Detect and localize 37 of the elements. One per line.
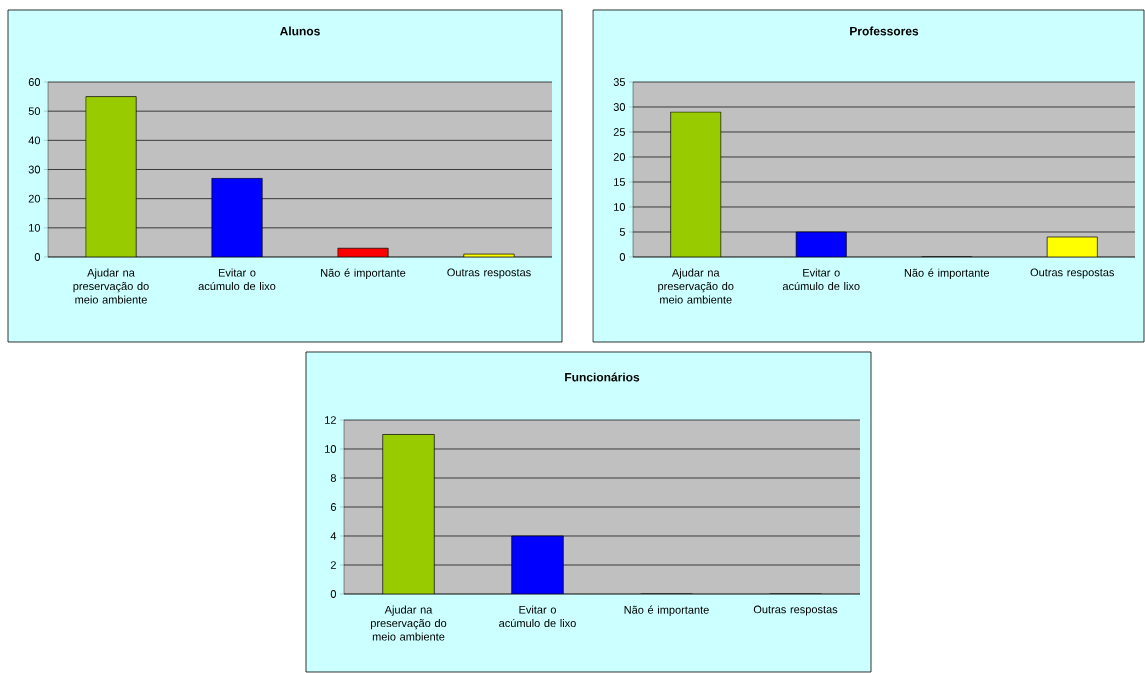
x-tick-label: Outras respostas [753, 605, 838, 616]
y-tick-label: 5 [619, 228, 625, 236]
y-tick-label: 10 [614, 203, 626, 211]
y-tick-label: 4 [330, 532, 337, 540]
y-tick-label: 50 [28, 107, 41, 116]
y-tick-label: 0 [330, 590, 337, 598]
y-tick-label: 15 [614, 178, 625, 186]
y-tick-label: 6 [330, 503, 336, 511]
y-tick-label: 60 [28, 78, 41, 86]
y-tick-label: 0 [619, 253, 626, 261]
y-tick-label: 30 [28, 165, 41, 174]
y-tick-label: 30 [613, 103, 626, 111]
y-tick-label: 35 [613, 78, 625, 86]
x-tick-label: Evitar o acúmulo de lixo [198, 268, 276, 291]
x-tick-label: Ajudar na preservação do meio ambiente [73, 268, 149, 304]
chart-title: Alunos [279, 26, 320, 36]
x-tick-label: Evitar o acúmulo de lixo [782, 268, 860, 291]
y-tick-label: 0 [34, 253, 41, 261]
y-tick-label: 20 [28, 194, 41, 203]
y-tick-label: 8 [330, 474, 336, 482]
x-tick-label: Ajudar na preservação do meio ambiente [658, 268, 734, 304]
chart-title: Professores [850, 26, 919, 36]
y-tick-label: 25 [613, 128, 625, 136]
y-tick-label: 10 [325, 445, 337, 453]
x-tick-label: Não é importante [321, 268, 406, 279]
y-tick-label: 20 [613, 153, 626, 161]
x-tick-label: Outras respostas [1030, 268, 1115, 279]
x-tick-label: Ajudar na preservação do meio ambiente [370, 605, 447, 641]
x-tick-label: Evitar o acúmulo de lixo [499, 605, 576, 628]
x-tick-label: Não é importante [624, 605, 709, 616]
x-tick-label: Não é importante [904, 268, 990, 279]
x-tick-label: Outras respostas [447, 268, 531, 279]
y-tick-label: 10 [29, 223, 41, 232]
y-tick-label: 40 [28, 136, 41, 145]
y-tick-label: 12 [325, 416, 336, 424]
y-tick-label: 2 [330, 561, 336, 569]
chart-title: Funcionários [565, 372, 640, 382]
